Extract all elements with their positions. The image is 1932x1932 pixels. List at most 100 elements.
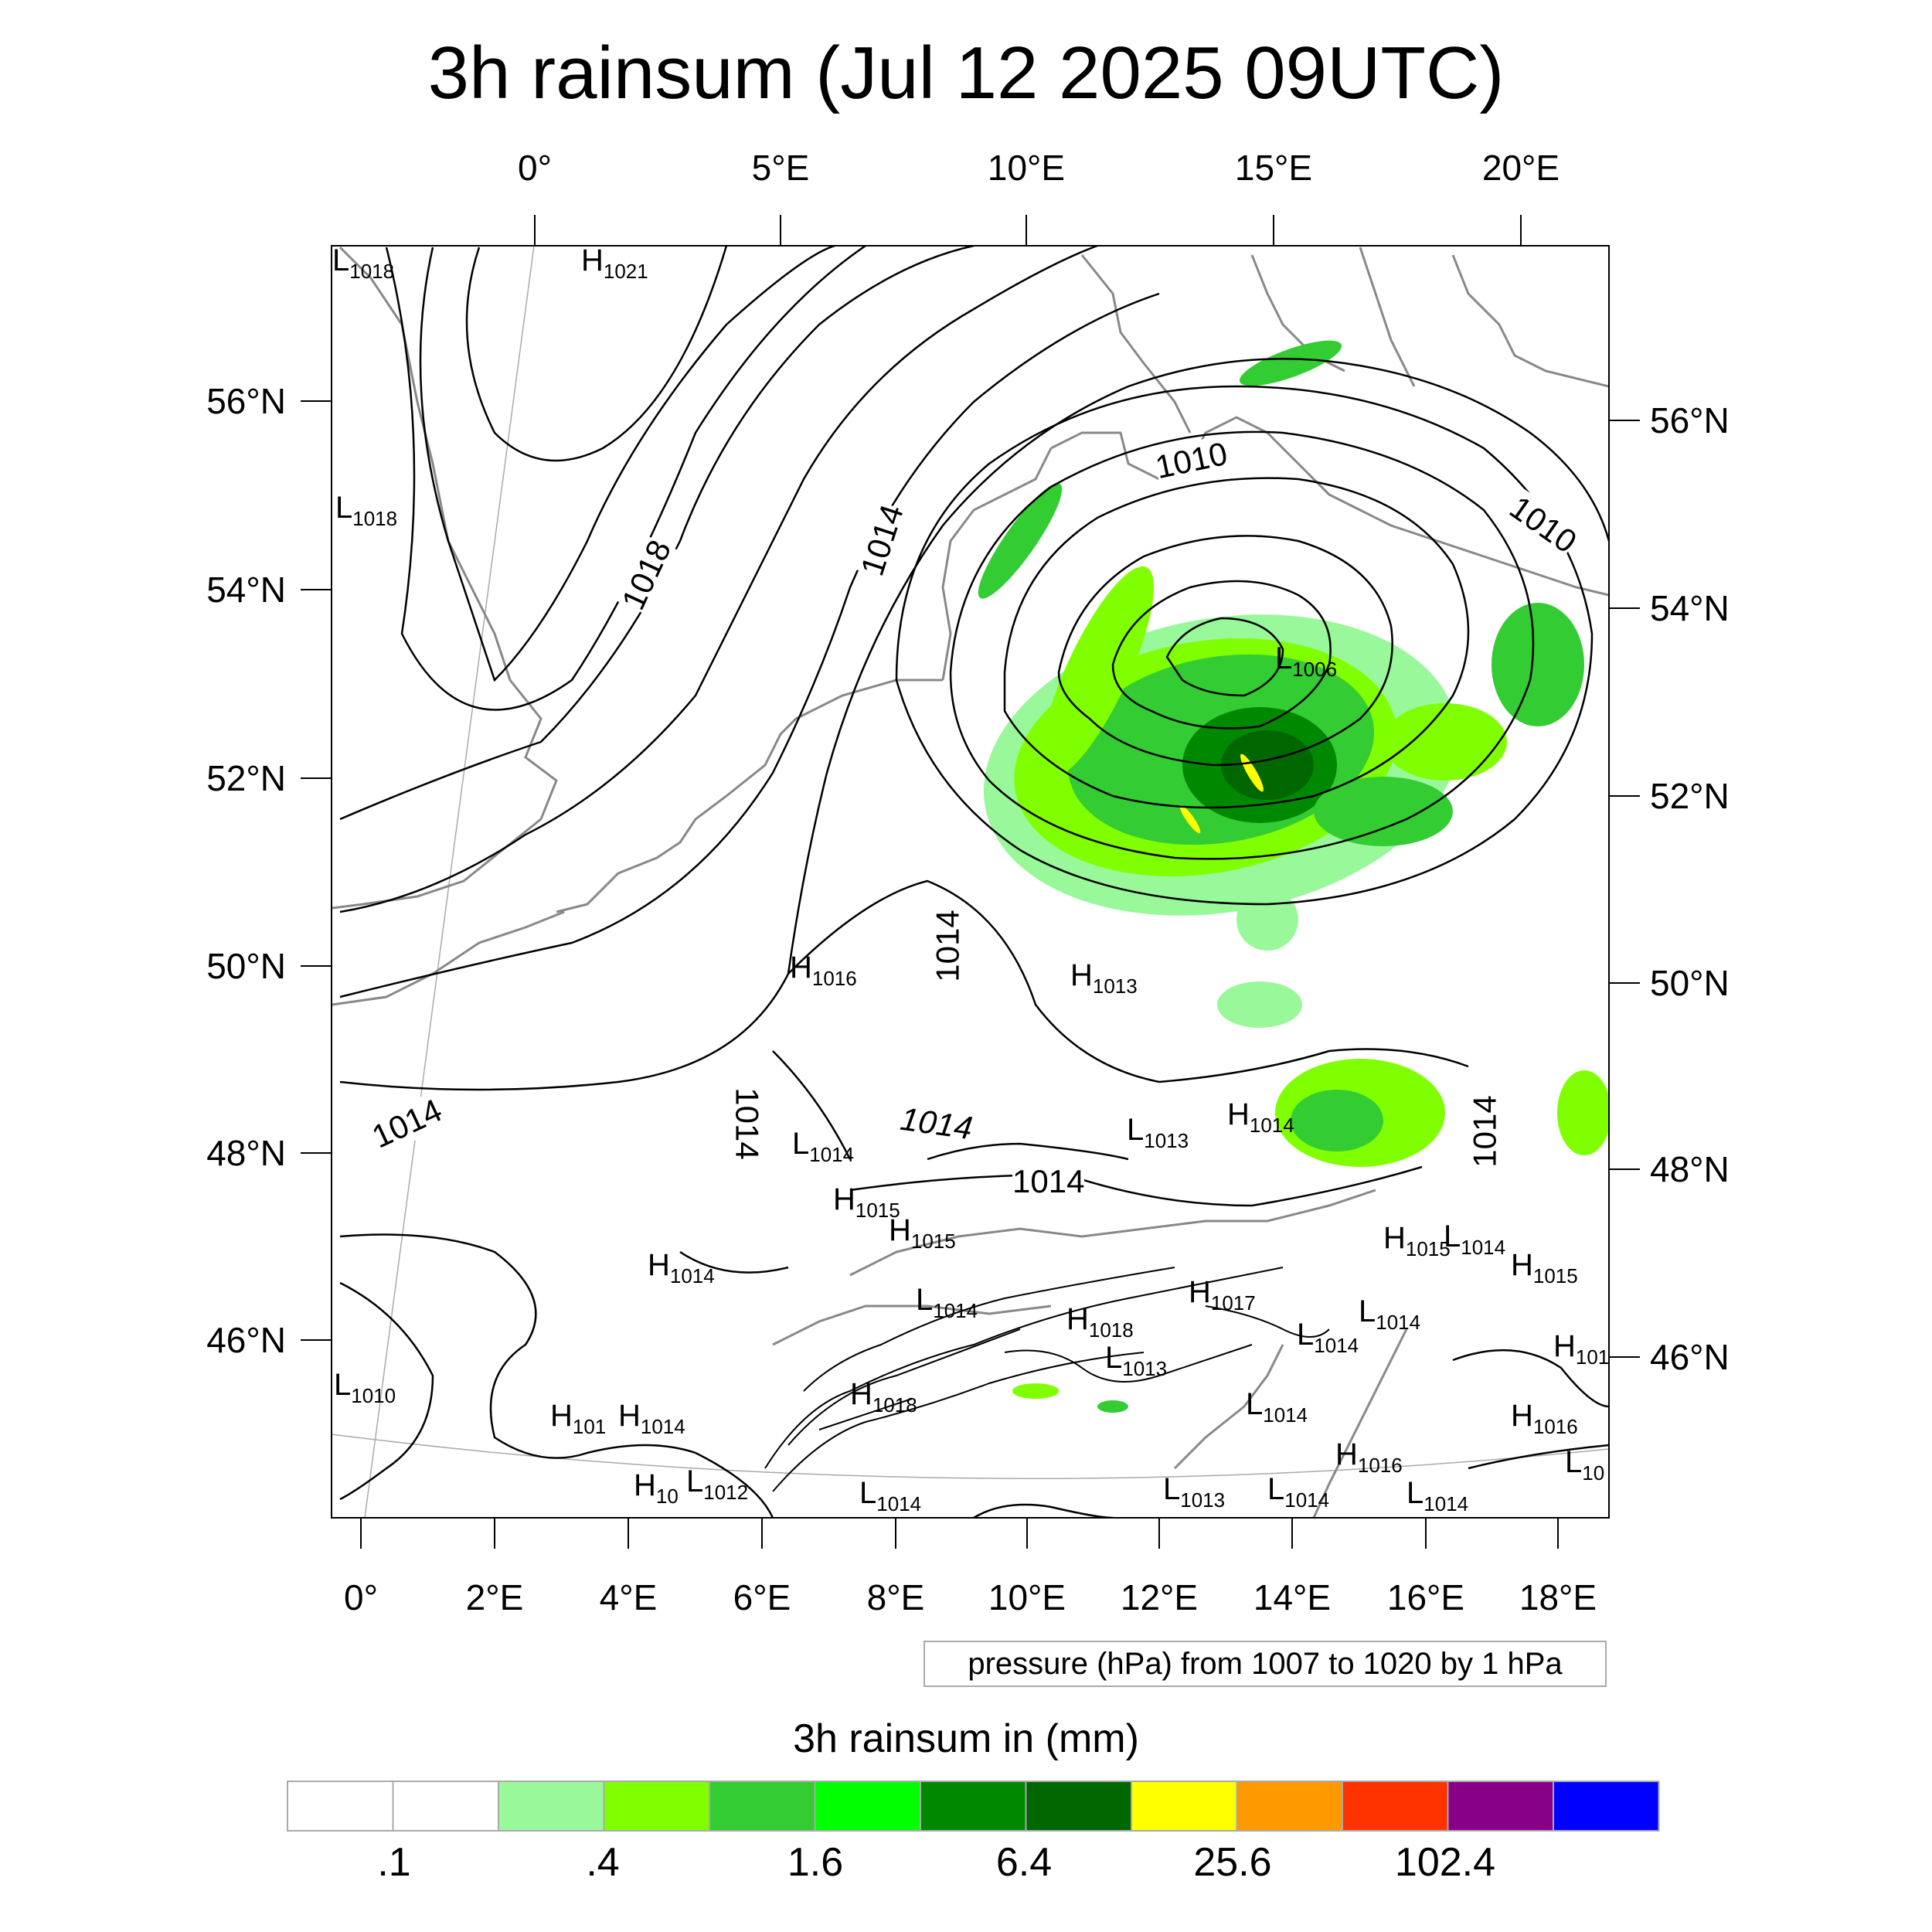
bottom-lon-label: 8°E [866,1577,925,1617]
colorbar-swatch [498,1781,605,1832]
bottom-lon-label: 2°E [465,1577,524,1617]
pressure-center: H1015 [833,1182,900,1222]
colorbar-swatch [1553,1781,1660,1832]
bottom-lon-label: 16°E [1386,1577,1465,1617]
pressure-center: L1014 [859,1476,922,1515]
graticule [332,246,1609,1518]
left-lat-label: 54°N [206,570,286,610]
right-lat-label: 56°N [1650,400,1730,440]
pressure-center: H1015 [889,1213,956,1253]
left-lat-label: 52°N [206,758,286,798]
colorbar-swatch [1447,1781,1554,1832]
left-lat-label: 46°N [206,1320,286,1360]
pressure-center: L1014 [916,1283,978,1322]
colorbar-swatch [1236,1781,1343,1832]
right-lat-label: 54°N [1650,588,1730,628]
bottom-lon-label: 10°E [988,1577,1066,1617]
pressure-center: L1006 [1275,641,1338,681]
colorbar-tick-label: 102.4 [1394,1840,1496,1885]
bottom-lon-label: 4°E [599,1577,658,1617]
pressure-center: L1014 [1267,1472,1330,1512]
map-title: 3h rainsum (Jul 12 2025 09UTC) [427,32,1505,114]
pressure-center: H1013 [1070,958,1138,998]
pressure-center: L1014 [1246,1387,1308,1427]
isobar-label: 1014 [929,910,967,982]
pressure-center: L1013 [1105,1341,1168,1380]
map-frame [331,245,1610,1519]
pressure-center: H101 [550,1399,607,1438]
pressure-center: H1016 [790,951,857,990]
colorbar-swatch [814,1781,921,1832]
bottom-lon-label: 6°E [733,1577,791,1617]
pressure-center: L1014 [1297,1318,1359,1357]
isobar-label: 1014 [728,1087,766,1160]
colorbar-tick-label: .1 [377,1840,411,1885]
pressure-center: H10 [634,1468,679,1508]
top-ticks [534,215,1522,246]
pressure-center: L1018 [335,491,398,530]
top-lon-label: 20°E [1481,148,1560,188]
pressure-center: H1016 [1335,1437,1403,1477]
colorbar-swatch [1131,1781,1238,1832]
pressure-center: L1014 [1406,1476,1469,1515]
pressure-center: H101 [1553,1329,1610,1369]
map-area [332,246,1609,1518]
pressure-center: H1021 [581,243,648,283]
right-ticks [1609,420,1640,1358]
colorbar-tick-label: 6.4 [995,1840,1053,1885]
right-lat-label: 50°N [1650,963,1730,1003]
pressure-center: L1018 [332,243,395,283]
bottom-lon-label: 12°E [1120,1577,1199,1617]
pressure-center: H1014 [618,1399,685,1438]
colorbar-tick-label: 25.6 [1193,1840,1272,1885]
left-lat-label: 50°N [206,946,286,986]
contour-info-box: pressure (hPa) from 1007 to 1020 by 1 hP… [923,1641,1607,1687]
pressure-center: H1016 [1511,1399,1578,1438]
colorbar-title: 3h rainsum in (mm) [793,1716,1139,1761]
bottom-lon-label: 0° [344,1577,378,1617]
bottom-lon-label: 14°E [1253,1577,1332,1617]
coastlines [332,246,1609,1518]
pressure-center: H1017 [1189,1275,1256,1315]
right-lat-label: 46°N [1650,1337,1730,1377]
alpine-contours [764,1267,1330,1492]
colorbar-swatch [1025,1781,1132,1832]
colorbar-tick-label: .4 [586,1840,620,1885]
pressure-center: H1015 [1511,1248,1578,1287]
bottom-lon-label: 18°E [1519,1577,1597,1617]
bottom-ticks [360,1518,1559,1549]
colorbar-swatch [1342,1781,1449,1832]
top-lon-label: 5°E [751,148,810,188]
pressure-center: L1014 [1444,1219,1506,1259]
left-lat-label: 48°N [206,1133,286,1173]
pressure-center: L1014 [1359,1294,1421,1334]
colorbar-swatch [920,1781,1027,1832]
pressure-center: H1014 [648,1248,715,1287]
pressure-center: L1014 [792,1127,855,1166]
top-lon-label: 0° [518,148,552,188]
colorbar-swatch [392,1781,499,1832]
colorbar [287,1781,1660,1832]
colorbar-swatch [709,1781,816,1832]
isobar-label: 1014 [1012,1163,1085,1200]
left-ticks [301,400,332,1341]
top-lon-label: 10°E [987,148,1066,188]
colorbar-tick-label: 1.6 [787,1840,844,1885]
right-lat-label: 52°N [1650,776,1730,816]
pressure-center: L1013 [1163,1472,1226,1512]
pressure-center: L1012 [686,1464,749,1504]
top-lon-label: 15°E [1234,148,1313,188]
pressure-center: H1018 [850,1377,917,1417]
colorbar-swatch [603,1781,710,1832]
pressure-center: L1013 [1127,1113,1189,1152]
pressure-center: H1014 [1227,1097,1294,1137]
isobar-label: 1014 [1466,1095,1504,1168]
left-lat-label: 56°N [206,381,286,421]
pressure-center: L10 [1565,1445,1605,1485]
pressure-center: H1018 [1066,1302,1134,1342]
colorbar-swatch [287,1781,394,1832]
isobars [339,246,1609,1518]
pressure-center: H1015 [1383,1221,1451,1260]
right-lat-label: 48°N [1650,1149,1730,1189]
